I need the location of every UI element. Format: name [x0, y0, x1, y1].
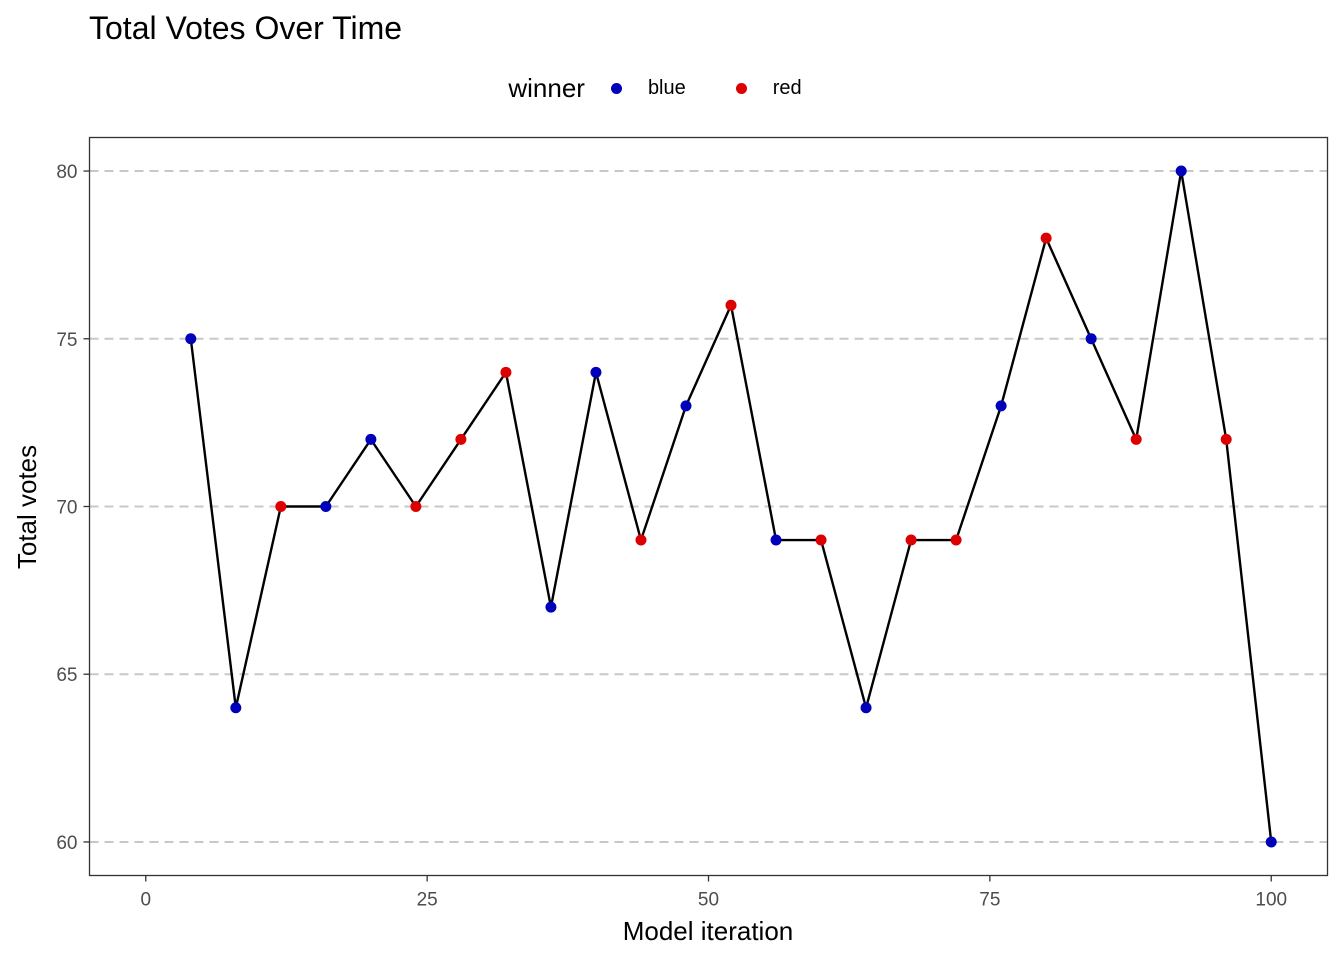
y-axis: 60 65 70 75 80 — [56, 162, 90, 854]
x-tick-label-75: 75 — [979, 890, 1000, 911]
data-point-blue — [365, 433, 377, 445]
x-tick-label-25: 25 — [417, 890, 438, 911]
legend: winner blue red — [0, 70, 1344, 106]
data-point-blue — [860, 702, 872, 714]
x-tick-label-100: 100 — [1255, 890, 1287, 911]
data-point-blue — [320, 501, 332, 512]
y-tick-label-70: 70 — [56, 498, 77, 519]
data-point-red — [950, 534, 962, 546]
data-point-blue — [1265, 836, 1277, 848]
y-tick-label-80: 80 — [56, 162, 77, 183]
data-point-blue — [995, 400, 1007, 412]
data-point-red — [905, 534, 917, 546]
data-point-red — [1220, 433, 1232, 445]
data-point-blue — [545, 601, 557, 613]
data-point-red — [635, 534, 647, 546]
x-axis-title: Model iteration — [623, 916, 794, 946]
data-point-red — [410, 501, 422, 512]
legend-swatch-red — [735, 82, 747, 94]
data-point-red — [455, 433, 467, 445]
data-point-red — [1130, 433, 1142, 445]
legend-item-blue: blue — [601, 77, 686, 100]
data-point-red — [500, 366, 512, 378]
data-point-blue — [770, 534, 782, 546]
data-point-blue — [1175, 165, 1187, 177]
data-point-blue — [1085, 333, 1097, 345]
data-point-blue — [230, 702, 242, 714]
legend-label-red: red — [772, 76, 802, 99]
data-point-red — [275, 501, 287, 512]
y-tick-label-75: 75 — [56, 330, 77, 351]
data-point-blue — [590, 366, 602, 378]
data-point-blue — [680, 400, 692, 412]
legend-title: winner — [508, 72, 585, 103]
x-tick-label-50: 50 — [698, 890, 719, 911]
x-axis: 0 25 50 75 100 — [140, 875, 1287, 911]
data-point-red — [1040, 232, 1052, 244]
grid-layer — [89, 170, 1328, 843]
legend-label-blue: blue — [647, 76, 686, 99]
data-points-layer — [185, 165, 1277, 848]
y-tick-label-60: 60 — [56, 833, 77, 854]
data-point-blue — [185, 333, 197, 345]
legend-swatch-blue — [610, 82, 622, 94]
chart-title: Total Votes Over Time — [89, 10, 403, 46]
x-tick-label-0: 0 — [140, 890, 151, 911]
data-point-red — [815, 534, 827, 546]
data-point-red — [725, 299, 737, 311]
y-tick-label-65: 65 — [56, 665, 77, 686]
y-axis-title: Total votes — [12, 445, 42, 569]
legend-item-red: red — [726, 77, 802, 100]
